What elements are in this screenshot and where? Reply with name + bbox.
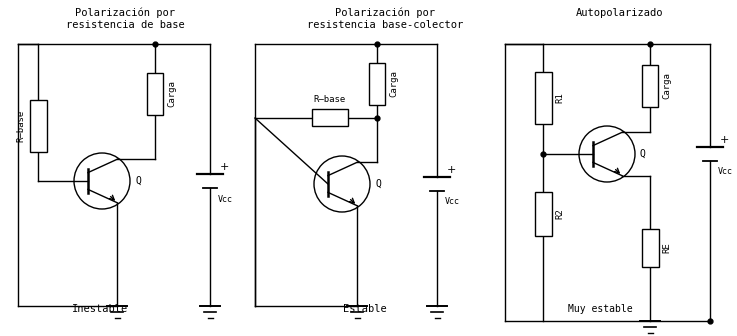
Text: R–base: R–base bbox=[314, 95, 346, 104]
Text: +: + bbox=[220, 162, 229, 172]
Text: R1: R1 bbox=[556, 93, 565, 103]
Text: Polarización por
resistencia de base: Polarización por resistencia de base bbox=[66, 8, 184, 30]
Text: Q: Q bbox=[640, 149, 646, 159]
Text: Muy estable: Muy estable bbox=[567, 304, 632, 314]
Bar bbox=[29, 100, 46, 152]
Text: Q: Q bbox=[135, 176, 141, 186]
Text: R–base: R–base bbox=[16, 110, 26, 142]
Text: +: + bbox=[720, 135, 730, 145]
Text: Carga: Carga bbox=[389, 71, 398, 97]
Bar bbox=[641, 229, 658, 267]
Text: Inestable: Inestable bbox=[72, 304, 128, 314]
Bar bbox=[534, 192, 551, 236]
Bar bbox=[369, 63, 385, 105]
Bar bbox=[312, 110, 348, 126]
Text: RE: RE bbox=[663, 243, 671, 253]
Text: Estable: Estable bbox=[343, 304, 387, 314]
Text: Autopolarizado: Autopolarizado bbox=[576, 8, 664, 18]
Text: Vcc: Vcc bbox=[445, 198, 460, 207]
Text: Carga: Carga bbox=[167, 81, 176, 108]
Text: Carga: Carga bbox=[662, 73, 671, 99]
Bar bbox=[534, 72, 551, 124]
Text: Vcc: Vcc bbox=[718, 168, 733, 176]
Text: Q: Q bbox=[375, 179, 381, 189]
Text: +: + bbox=[447, 165, 456, 175]
Bar bbox=[147, 73, 163, 115]
Bar bbox=[642, 65, 658, 107]
Text: Polarización por
resistencia base-colector: Polarización por resistencia base-colect… bbox=[307, 8, 463, 30]
Text: Vcc: Vcc bbox=[218, 195, 233, 204]
Text: R2: R2 bbox=[556, 209, 565, 219]
